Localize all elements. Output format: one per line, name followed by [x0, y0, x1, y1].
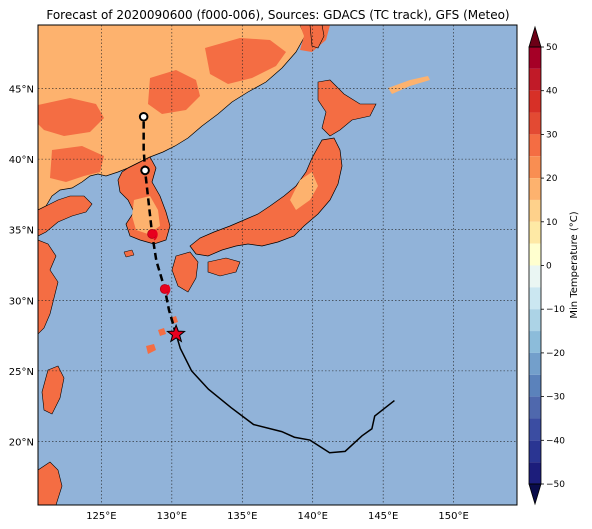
lat-tick-label: 30°N [9, 296, 34, 307]
colorbar-bin [529, 397, 541, 419]
colorbar-tick-label: −50 [546, 480, 565, 490]
colorbar-title: Min Temperature (°C) [569, 211, 580, 318]
lat-tick-label: 45°N [9, 85, 34, 96]
colorbar-bin [529, 266, 541, 288]
colorbar-bin [529, 69, 541, 91]
colorbar-tick-label: 50 [546, 43, 558, 53]
lon-tick-label: 150°E [438, 511, 468, 522]
colorbar-bin [529, 462, 541, 484]
colorbar-tick-label: −20 [546, 349, 565, 359]
colorbar-bin [529, 440, 541, 462]
colorbar: 50 40 30 20 10 0 −10 −20 −30 −40 −50 [529, 27, 565, 504]
colorbar-bin [529, 113, 541, 135]
forecast-point-marker [141, 167, 149, 175]
colorbar-bin [529, 200, 541, 222]
colorbar-bin [529, 309, 541, 331]
colorbar-tick-label: 40 [546, 87, 558, 97]
figure-title: Forecast of 2020090600 (f000-006), Sourc… [46, 8, 509, 22]
lon-tick-label: 130°E [157, 511, 187, 522]
colorbar-bin [529, 418, 541, 440]
lon-tick-label: 140°E [298, 511, 328, 522]
colorbar-tick-label: −40 [546, 436, 565, 446]
colorbar-bin [529, 244, 541, 266]
map-area [38, 25, 517, 505]
lat-tick-label: 40°N [9, 155, 34, 166]
colorbar-bin [529, 375, 541, 397]
lat-tick-label: 20°N [9, 437, 34, 448]
colorbar-bin [529, 287, 541, 309]
colorbar-tick-label: 0 [546, 262, 552, 272]
colorbar-bin [529, 47, 541, 69]
colorbar-bin [529, 156, 541, 178]
colorbar-bin [529, 91, 541, 113]
colorbar-tick-label: 20 [546, 174, 558, 184]
forecast-point-marker [140, 113, 148, 121]
colorbar-tick-label: −10 [546, 305, 565, 315]
colorbar-tick-label: −30 [546, 393, 565, 403]
colorbar-bin [529, 178, 541, 200]
lon-tick-label: 145°E [368, 511, 398, 522]
colorbar-tick-label: 30 [546, 130, 558, 140]
lat-tick-label: 25°N [9, 367, 34, 378]
lon-tick-label: 125°E [86, 511, 116, 522]
colorbar-bin [529, 222, 541, 244]
colorbar-extend-max [529, 27, 541, 47]
lat-tick-label: 35°N [9, 226, 34, 237]
colorbar-bin [529, 134, 541, 156]
colorbar-bin [529, 331, 541, 353]
colorbar-tick-label: 10 [546, 218, 558, 228]
colorbar-extend-min [529, 484, 541, 504]
lon-tick-label: 135°E [227, 511, 257, 522]
colorbar-bin [529, 353, 541, 375]
